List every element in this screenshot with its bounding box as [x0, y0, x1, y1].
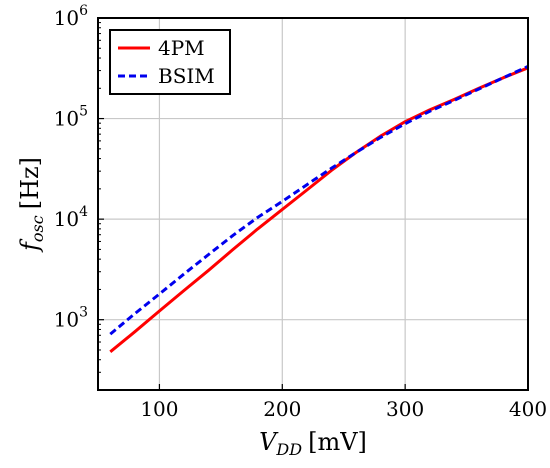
x-tick-label: 400 — [509, 397, 547, 421]
x-tick-labels: 100 200 300 400 — [140, 397, 547, 421]
y-tick-label-base: 10 — [54, 107, 79, 131]
plot-frame — [97, 17, 529, 391]
ticks — [98, 17, 529, 391]
y-tick-label-exponent: 6 — [79, 3, 88, 19]
y-tick-label-exponent: 4 — [79, 204, 88, 220]
y-axis-label-unit: [Hz] — [16, 157, 44, 209]
legend-label-4pm: 4PM — [158, 36, 205, 60]
y-tick-label: 103 — [54, 305, 88, 332]
y-tick-label-base: 10 — [54, 308, 79, 332]
x-tick-label: 200 — [263, 397, 301, 421]
legend-label-bsim: BSIM — [158, 64, 215, 88]
x-axis-label: VDD [mV] — [259, 428, 367, 459]
series-lines — [109, 65, 529, 353]
x-axis-label-subscript: DD — [275, 440, 302, 459]
y-axis-label: fosc[Hz] — [16, 157, 47, 253]
x-tick-label: 300 — [386, 397, 424, 421]
x-tick-label: 100 — [140, 397, 178, 421]
x-axis-label-symbol: V — [259, 428, 279, 456]
y-tick-label: 106 — [54, 3, 88, 30]
y-tick-label-base: 10 — [54, 6, 79, 30]
legend-box — [109, 29, 231, 95]
series-line-bsim — [109, 65, 529, 336]
y-tick-label: 105 — [54, 104, 88, 131]
y-tick-label-exponent: 5 — [79, 104, 88, 120]
y-tick-label: 104 — [54, 204, 88, 231]
y-tick-label-base: 10 — [54, 207, 79, 231]
legend: 4PM BSIM — [109, 29, 231, 95]
y-tick-label-exponent: 3 — [79, 305, 88, 321]
x-axis-label-unit: [mV] — [308, 428, 367, 456]
series-line-4pm — [109, 66, 529, 353]
y-axis-label-subscript: osc — [28, 215, 47, 242]
